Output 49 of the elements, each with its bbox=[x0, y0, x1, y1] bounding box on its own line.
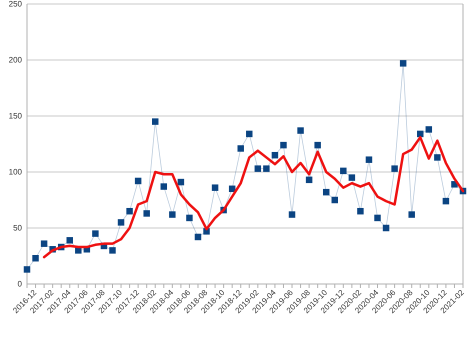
point bbox=[357, 208, 364, 214]
point bbox=[254, 165, 262, 172]
point bbox=[178, 178, 184, 186]
point bbox=[400, 60, 406, 67]
point bbox=[134, 178, 142, 184]
y-tick-label: 0 bbox=[18, 280, 23, 289]
point bbox=[306, 176, 312, 184]
point bbox=[408, 211, 415, 218]
point bbox=[434, 154, 441, 161]
point bbox=[237, 145, 244, 152]
point bbox=[297, 127, 304, 134]
y-tick-label: 150 bbox=[8, 112, 23, 121]
point bbox=[194, 234, 202, 240]
point bbox=[348, 174, 356, 181]
y-tick-label: 250 bbox=[8, 0, 23, 9]
point bbox=[212, 184, 218, 191]
point bbox=[66, 237, 73, 244]
point bbox=[186, 214, 193, 222]
y-tick-label: 50 bbox=[13, 224, 23, 233]
point bbox=[169, 211, 176, 218]
y-tick-label: 200 bbox=[8, 56, 23, 65]
point bbox=[126, 208, 133, 214]
point bbox=[109, 247, 116, 254]
point bbox=[332, 196, 338, 204]
point bbox=[340, 168, 347, 174]
point bbox=[160, 183, 168, 190]
point bbox=[417, 130, 424, 138]
point bbox=[24, 266, 30, 273]
point bbox=[382, 224, 390, 232]
y-tick-label: 100 bbox=[8, 168, 23, 177]
point bbox=[263, 165, 270, 172]
point bbox=[426, 126, 432, 133]
point bbox=[366, 156, 372, 163]
point bbox=[442, 198, 450, 204]
point bbox=[272, 152, 278, 158]
point bbox=[246, 130, 253, 138]
point bbox=[314, 142, 321, 148]
point bbox=[374, 214, 381, 222]
point bbox=[228, 186, 236, 192]
point bbox=[143, 210, 150, 217]
point bbox=[92, 230, 99, 237]
point bbox=[280, 142, 287, 148]
point bbox=[32, 255, 39, 262]
point bbox=[40, 240, 48, 247]
point bbox=[118, 219, 124, 226]
point bbox=[152, 118, 158, 125]
point bbox=[322, 188, 330, 196]
point bbox=[391, 165, 398, 172]
point bbox=[288, 211, 296, 218]
